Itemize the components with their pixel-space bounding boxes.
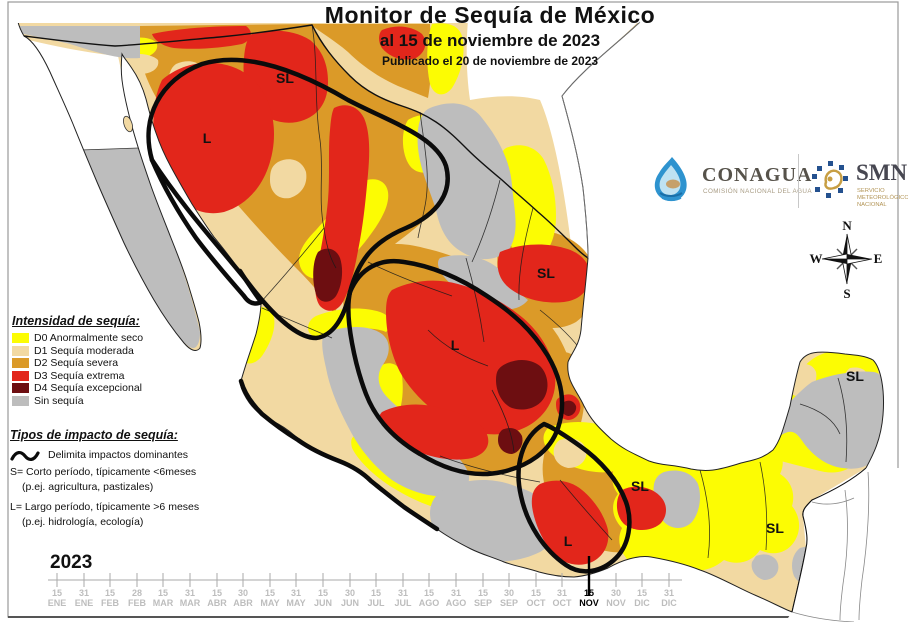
legend-item-d1: D1 Sequía moderada	[12, 345, 237, 358]
timeline-tick: 31 JUL	[394, 588, 412, 608]
d1-swatch	[12, 345, 29, 356]
no-drought-swatch	[12, 395, 29, 406]
logo-divider	[798, 154, 799, 208]
impact-legend: Tipos de impacto de sequía: Delimita imp…	[10, 428, 245, 530]
smn-tagline: SERVICIO METEOROLÓGICO NACIONAL	[857, 188, 908, 208]
timeline-tick: 15 MAY	[260, 588, 280, 608]
conagua-logo-icon	[654, 157, 687, 202]
timeline-tick: 15 FEB	[101, 588, 119, 608]
impact-l-definition: L= Largo período, típicamente >6 meses	[10, 501, 200, 513]
timeline-year-label: 2023	[50, 552, 93, 573]
map-region-label: SL	[766, 520, 784, 536]
timeline-tick: 31 OCT	[552, 588, 572, 608]
smn-wordmark: SMN	[856, 160, 908, 185]
legend-item-d2: D2 Sequía severa	[12, 357, 237, 370]
timeline-tick: 15 AGO	[418, 588, 440, 608]
compass-east-label: E	[874, 251, 883, 266]
timeline-tick: 30 SEP	[499, 588, 518, 608]
timeline-tick: 31 ENE	[74, 588, 94, 608]
timeline-tick: 30 NOV	[606, 588, 626, 608]
smn-logo-icon	[812, 161, 848, 198]
timeline-tick: 15 OCT	[526, 588, 546, 608]
map-region-label: L	[203, 130, 212, 146]
map-region-label: L	[451, 337, 460, 353]
d3-swatch	[12, 370, 29, 381]
page-published: Publicado el 20 de noviembre de 2023	[381, 54, 599, 68]
intensity-legend-title: Intensidad de sequía:	[12, 314, 140, 328]
timeline-axis	[48, 556, 682, 596]
timeline-tick: 15 MAR	[152, 588, 174, 608]
d2-swatch	[12, 358, 29, 369]
timeline-tick: 28 FEB	[128, 588, 146, 608]
timeline-tick: 15 JUN	[313, 588, 332, 608]
impact-legend-title: Tipos de impacto de sequía:	[10, 428, 178, 442]
map-region-label: SL	[846, 368, 864, 384]
compass-north-label: N	[842, 218, 852, 233]
legend-item-no-drought: Sin sequía	[12, 395, 237, 408]
timeline-tick: 31 DIC	[661, 588, 677, 608]
timeline-tick: 31 MAR	[179, 588, 201, 608]
impact-s-definition: S= Corto período, típicamente <6meses	[10, 466, 197, 478]
impact-l-example: (p.ej. hidrología, ecología)	[22, 516, 144, 528]
timeline-tick-current: 15 NOV	[579, 588, 599, 608]
impact-delimitation-lines	[146, 57, 632, 574]
impact-s-example: (p.ej. agricultura, pastizales)	[22, 481, 154, 493]
legend-item-d4: D4 Sequía excepcional	[12, 382, 237, 395]
curve-icon	[10, 450, 40, 461]
conagua-wordmark: CONAGUA	[702, 164, 813, 186]
compass-south-label: S	[843, 286, 850, 301]
timeline-tick: 30 ABR	[233, 588, 253, 608]
impact-delimiter-row: Delimita impactos dominantes	[10, 448, 245, 463]
timeline-tick: 15 SEP	[473, 588, 492, 608]
compass-rose: N S E W	[810, 218, 883, 301]
timeline-tick: 30 JUN	[340, 588, 359, 608]
d4-swatch	[12, 383, 29, 394]
legend-item-d3: D3 Sequía extrema	[12, 370, 237, 383]
page-title: Monitor de Sequía de México	[324, 2, 656, 28]
map-region-label: L	[564, 533, 573, 549]
intensity-legend: Intensidad de sequía: D0 Anormalmente se…	[12, 314, 237, 407]
d0-swatch	[12, 333, 29, 344]
timeline-tick: 15 ABR	[207, 588, 227, 608]
legend-item-d0: D0 Anormalmente seco	[12, 332, 237, 345]
page-date: al 15 de noviembre de 2023	[379, 31, 601, 50]
timeline-tick: 31 AGO	[445, 588, 467, 608]
timeline-tick: 15 JUL	[367, 588, 385, 608]
timeline-tick: 15 ENE	[47, 588, 67, 608]
map-region-label: SL	[631, 478, 649, 494]
header: Monitor de Sequía de México al 15 de nov…	[170, 2, 810, 68]
compass-west-label: W	[810, 251, 823, 266]
conagua-tagline: COMISIÓN NACIONAL DEL AGUA	[703, 188, 812, 195]
map-region-label: SL	[276, 70, 294, 86]
timeline-tick: 31 MAY	[286, 588, 306, 608]
timeline-tick: 15 DIC	[634, 588, 650, 608]
map-region-label: SL	[537, 265, 555, 281]
logos-block: CONAGUA COMISIÓN NACIONAL DEL AGUA SMN S…	[640, 150, 908, 214]
